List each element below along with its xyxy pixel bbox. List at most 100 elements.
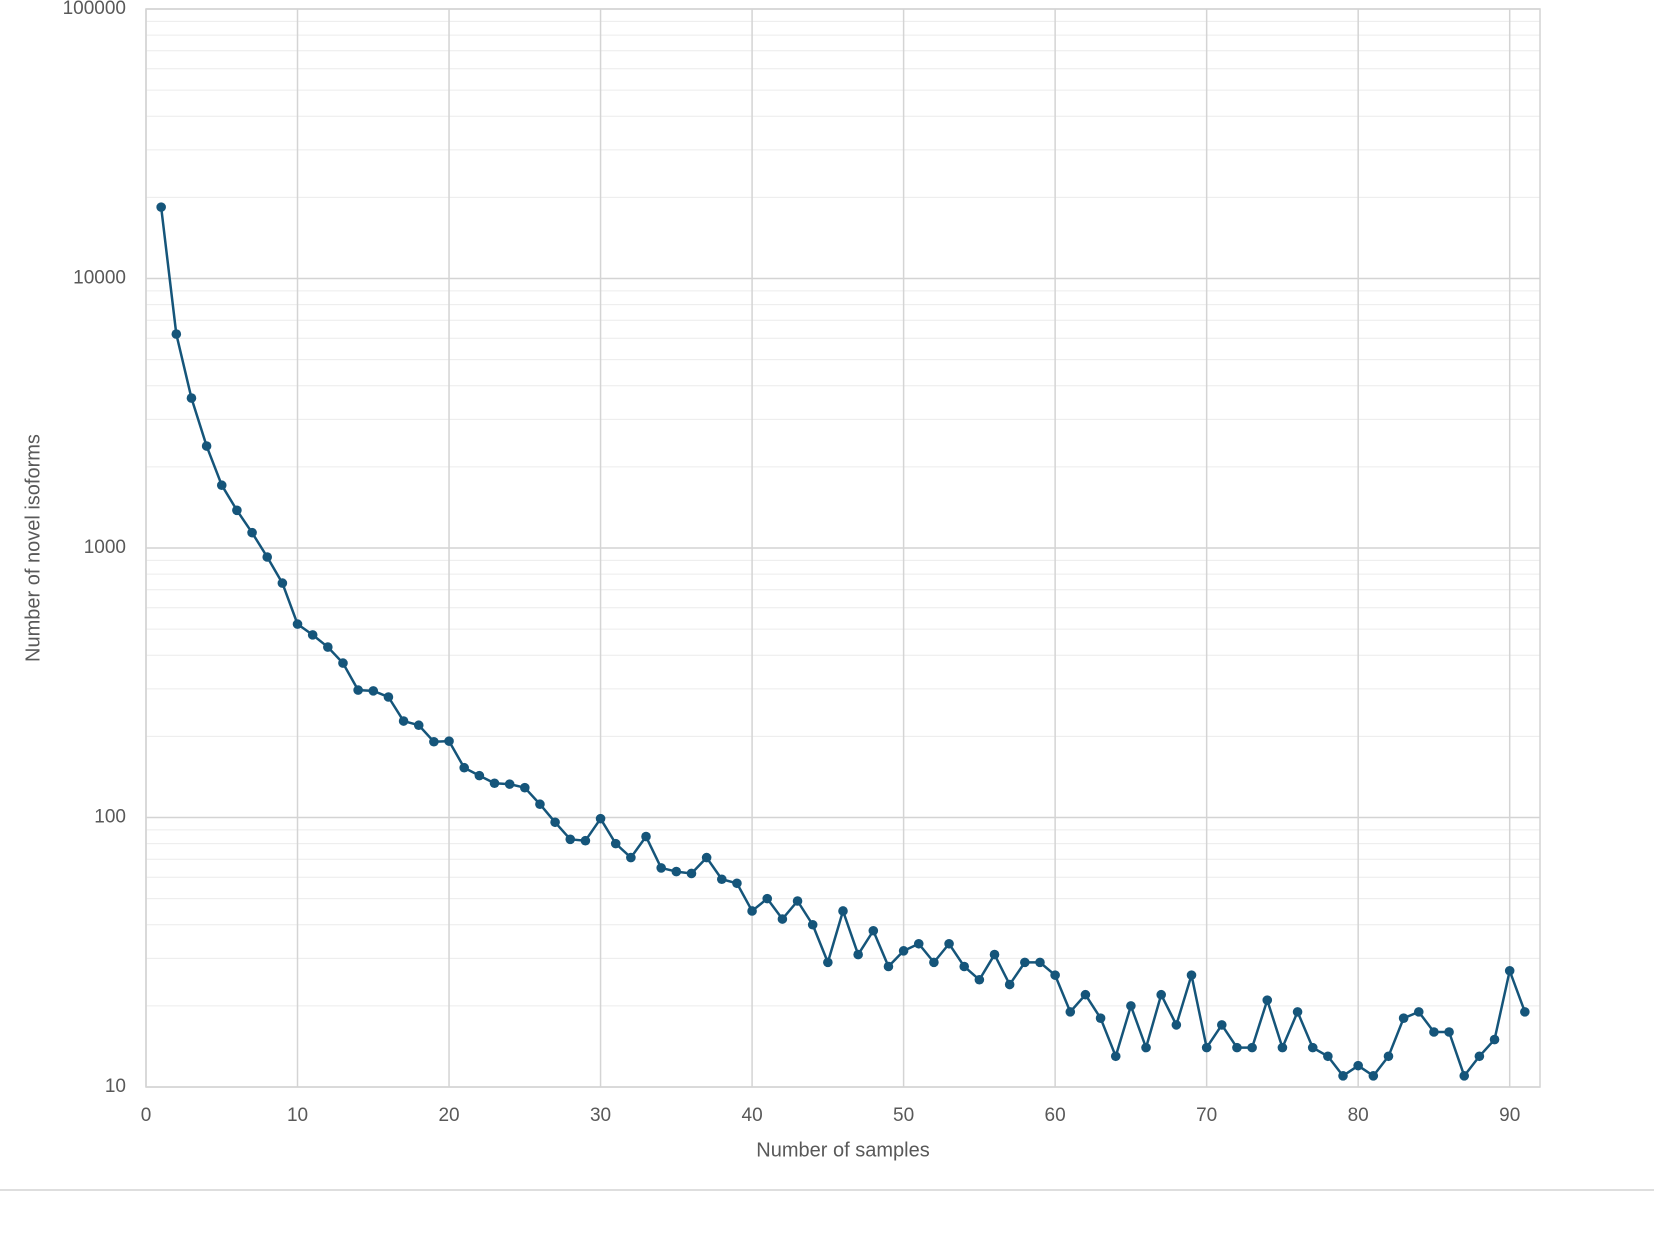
data-point bbox=[1353, 1060, 1363, 1071]
data-point bbox=[1080, 989, 1091, 1000]
data-point bbox=[1247, 1042, 1257, 1053]
data-point bbox=[247, 527, 257, 538]
x-tick-label: 90 bbox=[1499, 1105, 1520, 1126]
data-point bbox=[1459, 1071, 1470, 1081]
data-point bbox=[1338, 1071, 1348, 1081]
data-point bbox=[671, 866, 682, 877]
data-point bbox=[1171, 1020, 1182, 1030]
data-point bbox=[504, 779, 515, 789]
data-point bbox=[413, 720, 424, 731]
data-point bbox=[989, 949, 1000, 960]
x-tick-label: 40 bbox=[742, 1105, 763, 1126]
x-axis-title: Number of samples bbox=[756, 1139, 929, 1161]
x-tick-label: 80 bbox=[1348, 1105, 1369, 1126]
data-point bbox=[368, 686, 379, 696]
data-point bbox=[944, 938, 954, 949]
data-point bbox=[1004, 979, 1015, 990]
x-tick-label: 10 bbox=[287, 1105, 308, 1126]
data-point bbox=[595, 813, 606, 824]
data-point bbox=[1398, 1013, 1409, 1024]
data-point bbox=[307, 630, 318, 640]
data-point bbox=[201, 441, 212, 451]
data-point bbox=[1156, 989, 1166, 1000]
data-point bbox=[853, 949, 863, 960]
y-axis-title: Number of novel isoforms bbox=[22, 434, 44, 662]
data-point bbox=[959, 961, 970, 972]
data-point bbox=[232, 505, 242, 516]
data-point bbox=[429, 736, 439, 747]
data-point bbox=[580, 835, 591, 846]
data-point bbox=[1520, 1007, 1530, 1017]
data-point bbox=[1141, 1042, 1151, 1053]
x-tick-label: 0 bbox=[141, 1105, 152, 1126]
data-point bbox=[353, 685, 363, 695]
data-point bbox=[1413, 1007, 1424, 1017]
x-tick-label: 50 bbox=[893, 1105, 914, 1126]
data-point bbox=[398, 716, 409, 726]
data-point bbox=[732, 878, 742, 889]
data-point bbox=[171, 329, 182, 339]
data-point bbox=[929, 957, 939, 968]
data-point bbox=[186, 393, 197, 403]
data-point bbox=[323, 642, 333, 652]
data-point bbox=[716, 874, 727, 885]
data-point bbox=[913, 938, 924, 949]
data-point bbox=[459, 762, 469, 773]
data-point bbox=[883, 961, 894, 972]
y-tick-label: 1000 bbox=[84, 537, 126, 558]
data-point bbox=[1292, 1007, 1303, 1017]
x-tick-label: 30 bbox=[590, 1105, 611, 1126]
data-point bbox=[1262, 995, 1273, 1005]
data-point bbox=[838, 906, 848, 916]
data-point bbox=[1186, 970, 1197, 980]
data-point bbox=[550, 817, 560, 828]
data-point bbox=[701, 852, 712, 863]
y-tick-label: 100000 bbox=[63, 0, 126, 19]
data-point bbox=[216, 480, 227, 491]
data-point bbox=[1504, 965, 1515, 976]
data-point bbox=[610, 838, 621, 849]
data-point bbox=[1217, 1020, 1227, 1030]
data-point bbox=[1126, 1001, 1136, 1011]
y-tick-label: 10000 bbox=[73, 268, 126, 289]
data-point bbox=[1020, 957, 1030, 968]
data-point bbox=[626, 852, 636, 863]
x-tick-label: 20 bbox=[438, 1105, 459, 1126]
data-point bbox=[1050, 970, 1060, 980]
data-point bbox=[444, 736, 454, 746]
data-point bbox=[1429, 1027, 1439, 1037]
data-point bbox=[1444, 1027, 1454, 1037]
data-point bbox=[1323, 1051, 1333, 1062]
data-point bbox=[520, 782, 530, 793]
data-point bbox=[535, 799, 545, 810]
data-point bbox=[1307, 1042, 1318, 1053]
data-point bbox=[656, 863, 666, 873]
data-point bbox=[1277, 1042, 1288, 1053]
data-point bbox=[1232, 1042, 1242, 1053]
data-point bbox=[974, 974, 985, 985]
data-point bbox=[762, 893, 773, 904]
data-point bbox=[277, 578, 288, 588]
x-tick-label: 70 bbox=[1196, 1105, 1217, 1126]
x-tick-label: 60 bbox=[1045, 1105, 1066, 1126]
data-point bbox=[383, 692, 394, 702]
data-point bbox=[777, 914, 788, 924]
series-line bbox=[159, 206, 1527, 1078]
data-point bbox=[565, 834, 576, 845]
y-tick-label: 100 bbox=[94, 807, 126, 828]
data-point bbox=[1035, 957, 1045, 968]
data-point bbox=[898, 946, 909, 956]
data-point bbox=[338, 658, 348, 668]
data-point bbox=[686, 868, 697, 879]
data-point bbox=[1489, 1034, 1500, 1045]
data-point bbox=[747, 906, 757, 916]
data-point bbox=[1095, 1013, 1106, 1024]
data-point bbox=[156, 202, 166, 212]
data-point bbox=[262, 552, 273, 562]
data-point bbox=[807, 919, 818, 930]
data-point bbox=[1110, 1051, 1121, 1062]
data-point bbox=[641, 831, 651, 842]
y-tick-label: 10 bbox=[105, 1076, 126, 1097]
